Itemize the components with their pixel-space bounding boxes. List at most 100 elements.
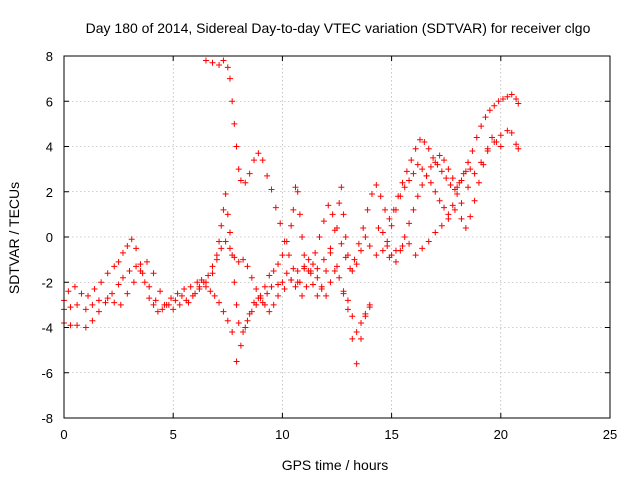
data-point-track-c bbox=[150, 270, 157, 277]
data-point-track-b bbox=[218, 222, 225, 229]
data-point-track-d bbox=[338, 240, 345, 247]
data-point-track-e bbox=[406, 177, 413, 184]
data-point-track-c bbox=[358, 319, 365, 326]
data-point-track-a bbox=[71, 283, 78, 290]
x-tick-label: 20 bbox=[494, 427, 508, 442]
data-point-track-b bbox=[419, 245, 426, 252]
data-point-track-c bbox=[309, 261, 316, 268]
data-point-track-e bbox=[467, 213, 474, 220]
data-point-track-b bbox=[270, 267, 277, 274]
data-point-track-b bbox=[159, 306, 166, 313]
data-point-track-e bbox=[489, 134, 496, 141]
data-point-track-a bbox=[78, 290, 85, 297]
data-point-track-b bbox=[508, 129, 515, 136]
data-point-track-b bbox=[373, 252, 380, 259]
data-point-track-a bbox=[119, 249, 126, 256]
data-point-track-d bbox=[255, 150, 262, 157]
data-point-track-c bbox=[95, 297, 102, 304]
data-point-track-c bbox=[170, 306, 177, 313]
y-tick-label: -8 bbox=[41, 411, 53, 426]
data-point-track-b bbox=[296, 211, 303, 218]
data-point-track-c bbox=[323, 292, 330, 299]
data-point-track-d bbox=[504, 93, 511, 100]
data-point-track-b bbox=[504, 127, 511, 134]
data-point-track-a bbox=[314, 265, 321, 272]
data-point-track-d bbox=[216, 62, 223, 69]
data-point-track-d bbox=[377, 193, 384, 200]
data-point-track-d bbox=[307, 267, 314, 274]
data-point-track-c bbox=[283, 270, 290, 277]
data-point-track-d bbox=[486, 107, 493, 114]
data-point-track-e bbox=[414, 161, 421, 168]
y-tick-label: -4 bbox=[41, 321, 53, 336]
data-point-track-b bbox=[399, 243, 406, 250]
data-point-track-d bbox=[229, 98, 236, 105]
data-point-track-b bbox=[178, 292, 185, 299]
data-point-track-c bbox=[340, 288, 347, 295]
data-point-track-d bbox=[251, 157, 258, 164]
data-point-track-d bbox=[272, 204, 279, 211]
data-point-track-d bbox=[443, 175, 450, 182]
data-point-track-d bbox=[237, 177, 244, 184]
data-point-track-d bbox=[421, 138, 428, 145]
data-point-track-b bbox=[323, 267, 330, 274]
data-point-track-e bbox=[497, 143, 504, 150]
data-point-track-b bbox=[279, 252, 286, 259]
data-point-track-b bbox=[231, 279, 238, 286]
data-point-track-b bbox=[451, 206, 458, 213]
data-point-track-a bbox=[242, 324, 249, 331]
data-point-track-d bbox=[408, 157, 415, 164]
data-point-track-c bbox=[288, 276, 295, 283]
data-point-track-c bbox=[366, 304, 373, 311]
data-point-track-c bbox=[226, 245, 233, 252]
data-point-track-d bbox=[386, 215, 393, 222]
data-point-track-a bbox=[168, 295, 175, 302]
data-point-track-c bbox=[117, 301, 124, 308]
data-point-track-a bbox=[207, 288, 214, 295]
data-point-track-c bbox=[266, 308, 273, 315]
data-point-track-c bbox=[318, 286, 325, 293]
data-point-track-a bbox=[220, 308, 227, 315]
data-point-track-f bbox=[427, 163, 434, 170]
data-point-track-b bbox=[133, 263, 140, 270]
data-point-track-d bbox=[290, 265, 297, 272]
data-point-track-b bbox=[244, 317, 251, 324]
data-point-track-a bbox=[146, 295, 153, 302]
data-point-track-a bbox=[98, 279, 105, 286]
data-point-track-f bbox=[392, 258, 399, 265]
x-tick-label: 10 bbox=[275, 427, 289, 442]
data-point-track-b bbox=[513, 141, 520, 148]
data-point-track-d bbox=[312, 249, 319, 256]
data-point-track-c bbox=[218, 245, 225, 252]
data-point-track-d bbox=[316, 234, 323, 240]
data-point-track-d bbox=[368, 191, 375, 198]
data-point-track-d bbox=[299, 292, 306, 299]
data-point-track-b bbox=[301, 252, 308, 259]
data-point-track-a bbox=[174, 290, 181, 297]
y-tick-label: -2 bbox=[41, 275, 53, 290]
data-point-track-b bbox=[353, 261, 360, 268]
data-point-track-c bbox=[196, 286, 203, 293]
data-point-track-c bbox=[344, 297, 351, 304]
data-point-track-d bbox=[382, 206, 389, 213]
data-point-track-c bbox=[143, 258, 150, 265]
data-point-track-d bbox=[416, 136, 423, 143]
data-point-track-a bbox=[141, 279, 148, 286]
data-point-track-b bbox=[358, 247, 365, 254]
data-point-track-f bbox=[401, 234, 408, 240]
data-point-track-b bbox=[290, 206, 297, 213]
data-point-track-d bbox=[364, 206, 371, 213]
data-point-track-b bbox=[74, 322, 81, 329]
data-point-track-b bbox=[152, 297, 159, 304]
data-point-track-b bbox=[220, 206, 227, 213]
data-point-track-c bbox=[222, 238, 229, 245]
data-point-track-c bbox=[244, 263, 251, 270]
data-point-track-c bbox=[124, 290, 131, 297]
data-point-track-e bbox=[475, 179, 482, 186]
data-point-track-d bbox=[320, 218, 327, 225]
data-point-track-c bbox=[270, 301, 277, 308]
data-point-track-f bbox=[410, 206, 417, 213]
data-point-track-e bbox=[471, 197, 478, 204]
data-point-track-b bbox=[425, 238, 432, 245]
data-point-track-b bbox=[309, 281, 316, 288]
